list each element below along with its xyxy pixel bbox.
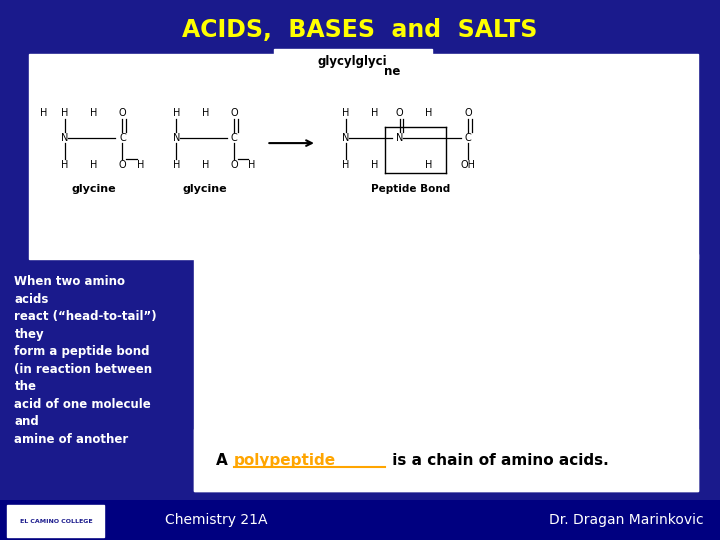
- FancyBboxPatch shape: [274, 49, 432, 78]
- Text: Peptide Bond: Peptide Bond: [371, 184, 450, 194]
- Text: A: A: [216, 453, 233, 468]
- Text: glycylglyci: glycylglyci: [318, 55, 387, 68]
- Text: H: H: [202, 160, 209, 170]
- Text: O: O: [464, 109, 472, 118]
- Text: polypeptide: polypeptide: [234, 453, 336, 468]
- Text: EL CAMINO COLLEGE: EL CAMINO COLLEGE: [20, 518, 92, 524]
- Text: H: H: [173, 109, 180, 118]
- Text: C: C: [119, 133, 126, 143]
- Text: H: H: [202, 109, 209, 118]
- Text: O: O: [119, 160, 126, 170]
- Text: Chemistry 21A: Chemistry 21A: [165, 513, 267, 527]
- Text: N: N: [173, 133, 180, 143]
- Text: O: O: [396, 109, 403, 118]
- Text: N: N: [61, 133, 68, 143]
- Text: C: C: [464, 133, 472, 143]
- FancyBboxPatch shape: [194, 429, 698, 491]
- Text: ACIDS,  BASES  and  SALTS: ACIDS, BASES and SALTS: [182, 18, 538, 42]
- FancyBboxPatch shape: [29, 54, 698, 259]
- Text: N: N: [396, 133, 403, 143]
- FancyBboxPatch shape: [0, 500, 720, 540]
- Text: H: H: [425, 160, 432, 170]
- Text: Dr. Dragan Marinkovic: Dr. Dragan Marinkovic: [549, 513, 703, 527]
- Text: H: H: [61, 160, 68, 170]
- Text: ne: ne: [384, 65, 400, 78]
- Text: H: H: [425, 109, 432, 118]
- Text: O: O: [119, 109, 126, 118]
- Text: OH: OH: [461, 160, 475, 170]
- Text: O: O: [230, 109, 238, 118]
- Text: H: H: [248, 160, 256, 170]
- FancyBboxPatch shape: [7, 505, 104, 537]
- Text: C: C: [230, 133, 238, 143]
- Text: glycine: glycine: [71, 184, 116, 194]
- Text: H: H: [342, 160, 349, 170]
- Text: glycine: glycine: [183, 184, 228, 194]
- Text: H: H: [137, 160, 144, 170]
- Text: H: H: [342, 109, 349, 118]
- Text: H: H: [40, 109, 47, 118]
- Text: When two amino
acids
react (“head-to-tail”)
they
form a peptide bond
(in reactio: When two amino acids react (“head-to-tai…: [14, 275, 157, 446]
- Text: H: H: [61, 109, 68, 118]
- Text: O: O: [230, 160, 238, 170]
- Text: is a chain of amino acids.: is a chain of amino acids.: [387, 453, 608, 468]
- Text: H: H: [371, 109, 378, 118]
- Text: N: N: [342, 133, 349, 143]
- Text: H: H: [173, 160, 180, 170]
- FancyBboxPatch shape: [194, 254, 698, 491]
- Text: H: H: [90, 160, 97, 170]
- Text: H: H: [90, 109, 97, 118]
- Text: H: H: [371, 160, 378, 170]
